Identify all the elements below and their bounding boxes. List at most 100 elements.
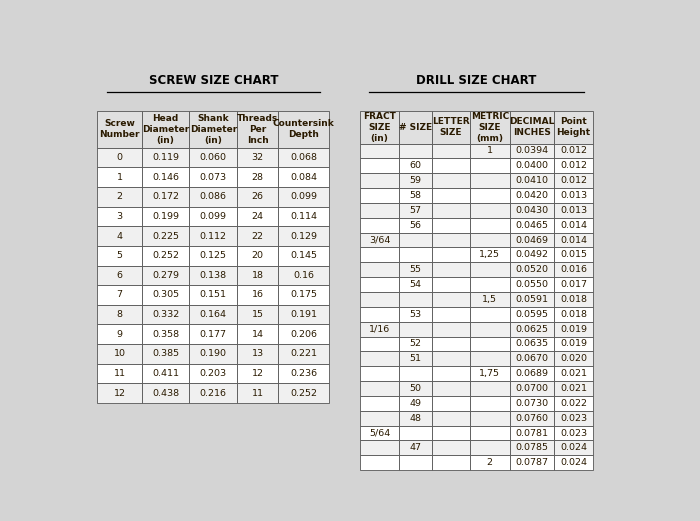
Text: 0.023: 0.023 — [560, 428, 587, 438]
Bar — [432, 247, 470, 262]
Bar — [510, 292, 554, 307]
Bar — [97, 226, 141, 246]
Text: 60: 60 — [410, 162, 421, 170]
Bar — [432, 321, 470, 337]
Text: 54: 54 — [410, 280, 421, 289]
Bar — [141, 305, 190, 325]
Bar — [360, 396, 400, 411]
Text: 0.0689: 0.0689 — [515, 369, 548, 378]
Bar — [97, 325, 141, 344]
Text: 0.206: 0.206 — [290, 330, 317, 339]
Bar — [554, 110, 593, 144]
Text: 0.099: 0.099 — [200, 212, 227, 221]
Text: 58: 58 — [410, 191, 421, 200]
Text: 0.191: 0.191 — [290, 310, 317, 319]
Bar — [97, 266, 141, 285]
Bar — [400, 173, 432, 188]
Text: 0.024: 0.024 — [560, 443, 587, 452]
Bar — [470, 173, 510, 188]
Text: 0.019: 0.019 — [560, 325, 587, 333]
Bar — [97, 187, 141, 206]
Bar — [97, 305, 141, 325]
Text: Screw
Number: Screw Number — [99, 119, 140, 139]
Bar — [97, 285, 141, 305]
Bar — [432, 158, 470, 173]
Text: 11: 11 — [113, 369, 125, 378]
Bar — [510, 144, 554, 158]
Text: 0.385: 0.385 — [152, 350, 179, 358]
Text: 0.358: 0.358 — [152, 330, 179, 339]
Bar — [470, 307, 510, 321]
Text: 0.020: 0.020 — [560, 354, 587, 363]
Text: 7: 7 — [116, 291, 122, 300]
Bar — [141, 266, 190, 285]
Text: 10: 10 — [113, 350, 125, 358]
Text: 0.225: 0.225 — [152, 231, 179, 241]
Bar — [432, 307, 470, 321]
Bar — [432, 351, 470, 366]
Bar — [510, 307, 554, 321]
Bar — [432, 232, 470, 247]
Bar — [554, 426, 593, 440]
Text: 0.0635: 0.0635 — [515, 340, 548, 349]
Bar — [510, 455, 554, 470]
Bar — [237, 187, 278, 206]
Text: 0.012: 0.012 — [560, 146, 587, 155]
Text: 59: 59 — [410, 176, 421, 185]
Bar — [470, 440, 510, 455]
Text: 0.021: 0.021 — [560, 369, 587, 378]
Bar — [400, 307, 432, 321]
Bar — [554, 366, 593, 381]
Text: 0.146: 0.146 — [152, 172, 179, 181]
Bar — [278, 305, 330, 325]
Text: 0.252: 0.252 — [290, 389, 317, 398]
Bar — [141, 246, 190, 266]
Text: 3/64: 3/64 — [369, 235, 391, 244]
Bar — [360, 262, 400, 277]
Text: 0.0730: 0.0730 — [515, 399, 548, 408]
Text: Countersink
Depth: Countersink Depth — [273, 119, 335, 139]
Bar — [470, 144, 510, 158]
Bar — [278, 206, 330, 226]
Bar — [278, 266, 330, 285]
Bar — [510, 351, 554, 366]
Text: SCREW SIZE CHART: SCREW SIZE CHART — [148, 74, 278, 87]
Bar — [237, 383, 278, 403]
Bar — [400, 381, 432, 396]
Bar — [360, 203, 400, 218]
Text: 12: 12 — [113, 389, 125, 398]
Text: FRACT
SIZE
(in): FRACT SIZE (in) — [363, 111, 396, 143]
Bar — [554, 321, 593, 337]
Bar — [360, 173, 400, 188]
Text: 0.0625: 0.0625 — [515, 325, 548, 333]
Text: 22: 22 — [251, 231, 264, 241]
Text: 5: 5 — [116, 251, 122, 260]
Bar — [237, 226, 278, 246]
Bar — [510, 262, 554, 277]
Text: 0.016: 0.016 — [560, 265, 587, 274]
Bar — [237, 305, 278, 325]
Bar — [360, 292, 400, 307]
Bar — [400, 426, 432, 440]
Text: 0.022: 0.022 — [560, 399, 587, 408]
Bar — [554, 396, 593, 411]
Text: 0.068: 0.068 — [290, 153, 317, 162]
Text: 18: 18 — [251, 271, 264, 280]
Bar — [360, 144, 400, 158]
Bar — [141, 364, 190, 383]
Bar — [190, 325, 237, 344]
Text: 0.0760: 0.0760 — [515, 414, 548, 423]
Text: 0.0781: 0.0781 — [515, 428, 548, 438]
Bar — [510, 277, 554, 292]
Bar — [432, 173, 470, 188]
Bar — [470, 396, 510, 411]
Text: 0.013: 0.013 — [560, 206, 587, 215]
Bar — [360, 426, 400, 440]
Text: 0.175: 0.175 — [290, 291, 317, 300]
Bar — [400, 218, 432, 232]
Bar — [190, 344, 237, 364]
Text: 0.023: 0.023 — [560, 414, 587, 423]
Text: 0.305: 0.305 — [152, 291, 179, 300]
Text: # SIZE: # SIZE — [399, 122, 433, 132]
Bar — [278, 383, 330, 403]
